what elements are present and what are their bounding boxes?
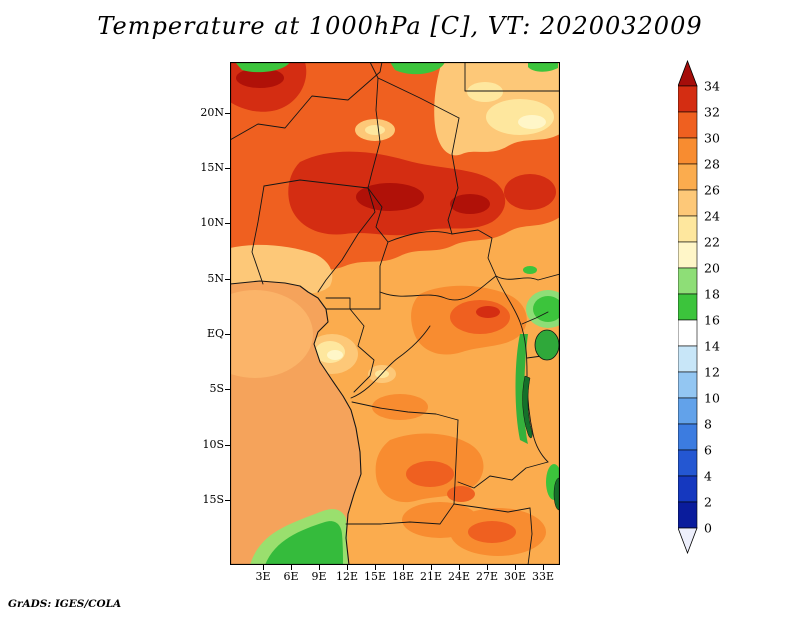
colorbar-label: 30: [704, 131, 720, 146]
colorbar-band: [678, 268, 697, 294]
colorbar-label: 24: [704, 209, 720, 224]
lon-tick-mark: [263, 565, 264, 570]
colorbar-band: [678, 86, 697, 112]
lat-tick-mark: [225, 500, 230, 501]
lon-tick-mark: [515, 565, 516, 570]
colorbar-label: 14: [704, 339, 720, 354]
colorbar-label: 22: [704, 235, 720, 250]
colorbar-label: 32: [704, 105, 720, 120]
lat-tick-label: 10S: [182, 438, 224, 452]
colorbar-band: [678, 190, 697, 216]
plot-title: Temperature at 1000hPa [C], VT: 20200320…: [0, 12, 800, 40]
temperature-map: [230, 62, 560, 565]
colorbar-label: 16: [704, 313, 720, 328]
lat-tick-mark: [225, 223, 230, 224]
lat-tick-label: 5N: [182, 272, 224, 286]
colorbar-band: [678, 294, 697, 320]
colorbar-band: [678, 372, 697, 398]
lat-tick-mark: [225, 279, 230, 280]
colorbar-svg: 3432302826242220181614121086420: [678, 60, 738, 560]
lon-tick-label: 33E: [523, 570, 563, 584]
colorbar-label: 4: [704, 469, 712, 484]
colorbar-band: [678, 242, 697, 268]
lat-tick-mark: [225, 389, 230, 390]
colorbar-label: 34: [704, 79, 720, 94]
lat-tick-label: EQ: [182, 327, 224, 341]
colorbar-label: 12: [704, 365, 720, 380]
colorbar-label: 20: [704, 261, 720, 276]
lat-tick-label: 10N: [182, 216, 224, 230]
colorbar-band: [678, 476, 697, 502]
colorbar-label: 8: [704, 417, 712, 432]
colorbar-arrow-bottom: [678, 528, 697, 553]
lat-tick-label: 15S: [182, 493, 224, 507]
lat-tick-label: 15N: [182, 161, 224, 175]
lat-tick-mark: [225, 113, 230, 114]
lat-tick-label: 5S: [182, 382, 224, 396]
colorbar-band: [678, 424, 697, 450]
colorbar-label: 2: [704, 495, 712, 510]
map-area: [230, 62, 560, 565]
colorbar-band: [678, 502, 697, 528]
colorbar-label: 18: [704, 287, 720, 302]
colorbar-label: 10: [704, 391, 720, 406]
lon-tick-mark: [291, 565, 292, 570]
lon-tick-mark: [375, 565, 376, 570]
colorbar-band: [678, 320, 697, 346]
colorbar-label: 0: [704, 521, 712, 536]
grads-plot-page: { "title": "Temperature at 1000hPa [C], …: [0, 0, 800, 618]
lat-tick-label: 20N: [182, 106, 224, 120]
colorbar-label: 28: [704, 157, 720, 172]
lon-tick-mark: [431, 565, 432, 570]
lon-tick-mark: [319, 565, 320, 570]
lon-tick-mark: [459, 565, 460, 570]
colorbar-label: 26: [704, 183, 720, 198]
colorbar-band: [678, 398, 697, 424]
lat-tick-mark: [225, 445, 230, 446]
lat-tick-mark: [225, 168, 230, 169]
lon-tick-mark: [403, 565, 404, 570]
lon-tick-mark: [347, 565, 348, 570]
lake-victoria: [535, 330, 559, 360]
colorbar-label: 6: [704, 443, 712, 458]
colorbar-arrow-top: [678, 61, 697, 86]
colorbar: 3432302826242220181614121086420: [678, 60, 738, 560]
lat-tick-mark: [225, 334, 230, 335]
grads-credit: GrADS: IGES/COLA: [8, 598, 121, 610]
colorbar-band: [678, 112, 697, 138]
colorbar-band: [678, 450, 697, 476]
lon-tick-mark: [487, 565, 488, 570]
lon-tick-mark: [543, 565, 544, 570]
colorbar-band: [678, 216, 697, 242]
colorbar-band: [678, 164, 697, 190]
temperature-field: [230, 62, 560, 565]
colorbar-band: [678, 346, 697, 372]
colorbar-band: [678, 138, 697, 164]
